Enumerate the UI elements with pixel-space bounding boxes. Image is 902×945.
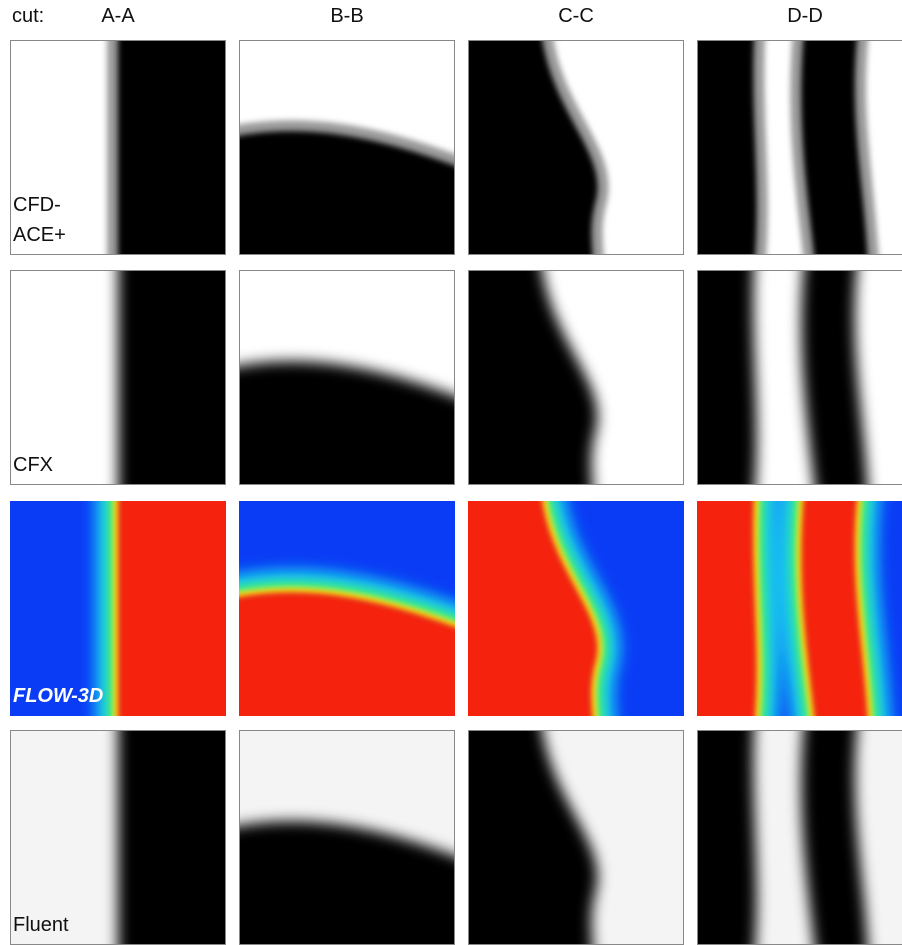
panel [10, 710, 250, 945]
panel-image [448, 481, 684, 741]
panel-image [448, 20, 684, 280]
figure: cut: A-A B-B C-C D-D CFD- ACE+ CFX FLOW-3D Fluen… [0, 0, 902, 945]
panel-image [219, 40, 479, 280]
panel [219, 270, 479, 510]
panel-image [677, 250, 902, 510]
panel [219, 501, 479, 741]
panel-image [219, 501, 479, 741]
panel-image [677, 20, 902, 280]
panel [677, 20, 902, 280]
panel-image [448, 710, 684, 945]
panel-image [677, 710, 902, 945]
row-label: Fluent [13, 914, 69, 936]
panel-image [10, 710, 250, 945]
region-dark [118, 710, 250, 945]
panel [448, 20, 684, 280]
column-header: B-B [330, 5, 363, 27]
panel [677, 481, 902, 741]
column-header: D-D [787, 5, 823, 27]
region-dark [118, 250, 250, 510]
panel [219, 730, 479, 945]
region-dark [118, 20, 250, 280]
panel [677, 250, 902, 510]
row-label: CFX [13, 454, 53, 476]
column-header: A-A [101, 5, 135, 27]
row-label: CFD- [13, 194, 61, 216]
panel [448, 250, 684, 510]
page: cut: A-A B-B C-C D-D CFD- ACE+ CFX FLOW-3D Fluen… [0, 0, 902, 945]
panel [448, 481, 684, 741]
panel-image [677, 481, 902, 741]
panel-image [219, 730, 479, 945]
panel [219, 40, 479, 280]
region-red [118, 481, 250, 741]
column-header: C-C [558, 5, 594, 27]
cut-label: cut: [12, 5, 44, 27]
panel-image [219, 270, 479, 510]
panel-image [448, 250, 684, 510]
panel [677, 710, 902, 945]
row-label: FLOW-3D [13, 685, 103, 707]
panel [448, 710, 684, 945]
row-label: ACE+ [13, 224, 66, 246]
